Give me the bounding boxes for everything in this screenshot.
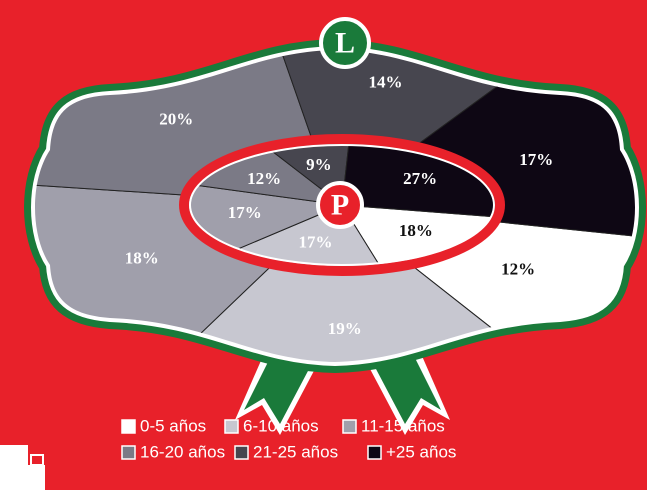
corner-logo-box (30, 454, 44, 466)
legend-swatch (224, 419, 239, 434)
legend: 0-5 años 6-10 años 11-15 años 16-20 años 21-… (121, 416, 456, 461)
value-label: 17% (519, 150, 553, 169)
legend-label: 21-25 años (253, 442, 338, 461)
value-label: 14% (369, 72, 403, 91)
value-label: 18% (125, 249, 159, 268)
badge-l (319, 17, 371, 69)
legend-swatch (121, 419, 136, 434)
legend-label: 16-20 años (140, 442, 225, 461)
value-label: 18% (399, 221, 433, 240)
legend-swatch (234, 445, 249, 460)
value-label: 17% (228, 203, 262, 222)
legend-label: 6-10 años (243, 416, 319, 435)
legend-label: 0-5 años (140, 416, 206, 435)
value-label: 12% (501, 259, 535, 278)
title-l: L (335, 27, 355, 60)
legend-label: +25 años (386, 442, 456, 461)
title-p: P (331, 189, 349, 222)
legend-swatch (121, 445, 136, 460)
inner-ring (179, 134, 505, 276)
legend-swatch (342, 419, 357, 434)
inner-edge (189, 144, 495, 266)
value-label: 9% (306, 155, 332, 174)
corner-logo (0, 445, 45, 490)
value-label: 19% (328, 319, 362, 338)
legend-swatch (367, 445, 382, 460)
labels: 12% 19% 18% 20% 14% 17% 18% 17% 17% 12% 9% 27% (125, 72, 553, 337)
value-label: 12% (247, 169, 281, 188)
value-label: 17% (298, 232, 332, 251)
legend-label: 11-15 años (361, 416, 445, 435)
value-label: 27% (403, 169, 437, 188)
value-label: 20% (159, 110, 193, 129)
badge-p (316, 181, 364, 229)
